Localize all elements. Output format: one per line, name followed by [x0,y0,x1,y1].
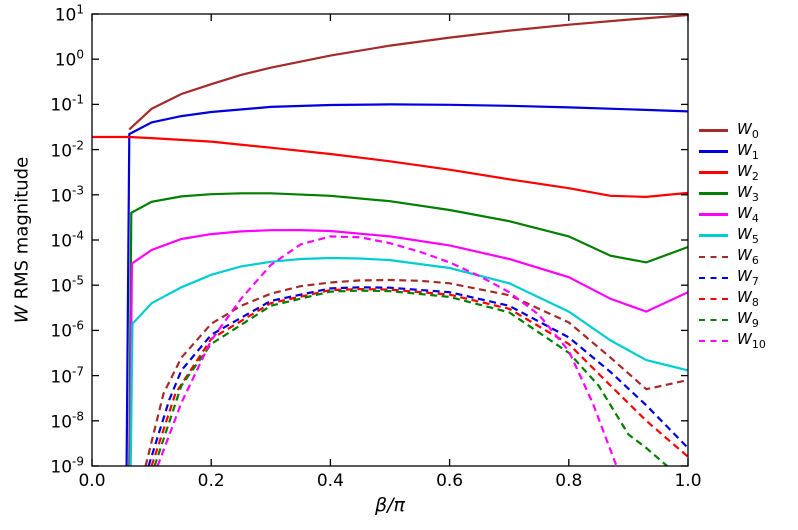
legend-line-sample [699,297,728,300]
x-tick-label: 0.6 [436,471,464,491]
y-axis-label-math: W [11,305,33,324]
x-tick-label: 0.0 [78,471,106,491]
series-line-W_1 [125,103,688,466]
legend-label: W8 [737,287,759,309]
legend-label: W7 [737,266,759,288]
series-line-W_9 [153,289,668,466]
y-tick-label: 10-1 [50,93,84,116]
legend-label: W10 [737,329,766,351]
legend-item-W_10: W10 [699,329,766,351]
legend-item-W_8: W8 [699,287,766,309]
legend-label: W6 [737,245,759,267]
legend-label: W3 [737,182,759,204]
y-tick-label: 10-5 [50,273,84,297]
y-axis-label: W RMS magnitude [12,157,33,323]
y-tick-label: 10-8 [50,409,84,433]
legend-label: W5 [737,224,759,246]
series-line-W_4 [129,228,688,466]
x-tick-label: 0.8 [555,471,583,491]
legend-label: W2 [737,161,759,183]
y-tick-label: 10-2 [50,138,84,161]
y-tick-label: 10-6 [50,319,84,342]
legend-line-sample [699,276,728,279]
series-line-W_5 [129,256,688,466]
legend-line-sample [699,255,728,258]
legend-item-W_1: W1 [699,140,766,162]
series-line-W_2 [92,135,688,199]
y-tick-label: 101 [54,2,84,26]
legend-label: W1 [737,140,759,162]
legend-item-W_7: W7 [699,266,766,288]
legend-label: W4 [737,203,759,225]
legend-line-sample [699,192,728,195]
y-tick-label: 10-9 [50,454,84,478]
y-tick-label: 10-4 [50,228,84,252]
legend-item-W_6: W6 [699,245,766,267]
legend-label: W9 [737,308,759,330]
x-tick-label: 0.2 [197,471,225,491]
x-tick-label: 1.0 [674,471,702,491]
series-line-W_7 [147,286,688,466]
series-line-W_8 [150,287,688,466]
x-axis-label: β/π [375,494,405,516]
x-tick-labels: 0.0 0.2 0.4 0.6 0.8 1.0 [0,471,798,495]
legend-item-W_0: W0 [699,119,766,141]
y-tick-labels: 101 100 10-1 10-2 10-3 10-4 10-5 10-6 10-7 10-8 10… [0,0,84,530]
series-line-W_0 [128,14,688,131]
y-tick-label: 10-3 [50,183,84,207]
y-axis-label-text: RMS magnitude [11,156,33,300]
legend-line-sample [699,150,728,153]
legend-item-W_3: W3 [699,182,766,204]
series-line-W_10 [156,235,618,466]
legend-line-sample [699,339,728,342]
y-tick-label: 10-7 [50,364,84,387]
x-tick-label: 0.4 [316,471,344,491]
series-line-W_3 [128,192,688,466]
y-tick-label: 100 [54,47,84,71]
legend-item-W_2: W2 [699,161,766,183]
legend-item-W_9: W9 [699,308,766,330]
legend-line-sample [699,234,728,237]
legend: W0 W1 W2 W3 W4 W5 W6 W7 W8 W9 W10 [699,119,766,351]
legend-line-sample [699,171,728,174]
series-line-W_6 [144,278,688,466]
legend-label: W0 [737,119,759,141]
legend-line-sample [699,129,728,132]
legend-item-W_5: W5 [699,224,766,246]
legend-line-sample [699,213,728,216]
legend-item-W_4: W4 [699,203,766,225]
legend-line-sample [699,318,728,321]
